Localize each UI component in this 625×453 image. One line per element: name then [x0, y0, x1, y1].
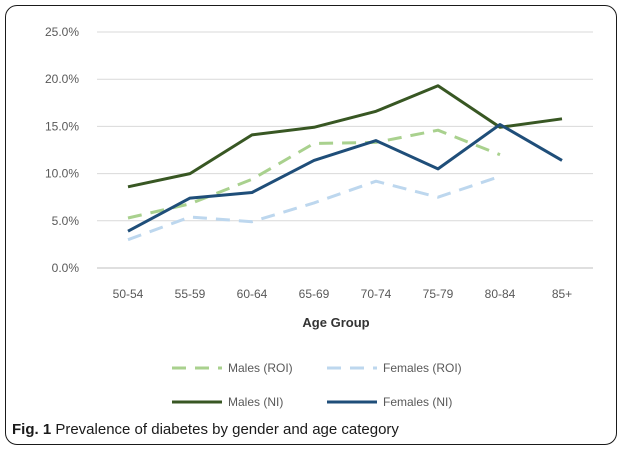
x-tick-label: 80-84: [485, 287, 516, 301]
series-line: [127, 174, 501, 242]
figure-frame: [5, 5, 617, 445]
caption-text: Prevalence of diabetes by gender and age…: [55, 421, 399, 438]
y-axis-ticks: 0.0% 5.0% 10.0% 15.0% 20.0% 25.0%: [45, 25, 79, 275]
legend-label: Males (ROI): [228, 361, 293, 375]
series-line: [127, 128, 501, 220]
legend-label: Females (ROI): [383, 361, 462, 375]
y-tick-label: 20.0%: [45, 72, 79, 86]
figure-caption: Fig. 1 Prevalence of diabetes by gender …: [12, 421, 399, 438]
x-tick-label: 50-54: [113, 287, 144, 301]
y-tick-label: 0.0%: [52, 261, 80, 275]
series-line: [127, 123, 563, 233]
x-axis-ticks: 50-54 55-59 60-64 65-69 70-74 75-79 80-84 85+: [113, 287, 573, 301]
x-tick-label: 70-74: [361, 287, 392, 301]
series-lines: [127, 84, 563, 242]
legend-label: Males (NI): [228, 395, 283, 409]
x-axis-title: Age Group: [302, 315, 369, 330]
x-tick-label: 75-79: [423, 287, 454, 301]
x-tick-label: 85+: [552, 287, 572, 301]
y-tick-label: 5.0%: [52, 214, 80, 228]
x-tick-label: 55-59: [175, 287, 206, 301]
y-tick-label: 10.0%: [45, 167, 79, 181]
x-tick-label: 65-69: [299, 287, 330, 301]
series-line: [127, 84, 563, 189]
y-tick-label: 15.0%: [45, 119, 79, 133]
caption-label: Fig. 1: [12, 421, 52, 438]
y-tick-label: 25.0%: [45, 25, 79, 39]
x-tick-label: 60-64: [237, 287, 268, 301]
legend-label: Females (NI): [383, 395, 452, 409]
legend: Males (ROI) Females (ROI) Males (NI) Female…: [172, 361, 462, 409]
